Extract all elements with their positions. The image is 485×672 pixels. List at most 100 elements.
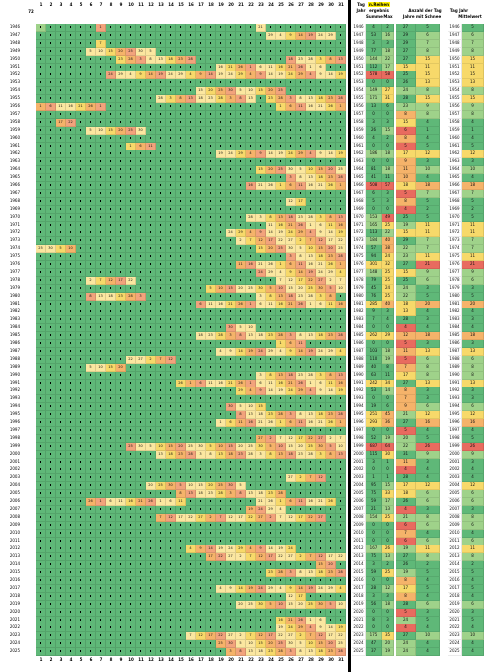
grid-cell[interactable] <box>76 245 86 254</box>
grid-cell[interactable] <box>176 118 186 127</box>
grid-cell[interactable] <box>116 616 126 625</box>
grid-cell[interactable] <box>96 419 106 427</box>
grid-cell[interactable] <box>166 87 176 96</box>
grid-cell[interactable] <box>46 347 56 356</box>
grid-cell[interactable] <box>226 458 236 467</box>
grid-cell[interactable] <box>156 229 166 238</box>
grid-cell[interactable]: 13 <box>246 411 256 420</box>
grid-cell[interactable]: 9 <box>286 268 296 277</box>
grid-cell[interactable] <box>66 537 76 546</box>
grid-cell[interactable] <box>56 584 66 593</box>
grid-cell[interactable] <box>166 490 176 499</box>
grid-cell[interactable]: 1 <box>276 419 286 427</box>
grid-cell[interactable] <box>86 158 96 167</box>
grid-cell[interactable]: 2 <box>236 237 246 246</box>
grid-cell[interactable] <box>116 442 126 451</box>
grid-cell[interactable] <box>166 261 176 269</box>
grid-cell[interactable]: 9 <box>286 31 296 40</box>
grid-cell[interactable] <box>296 545 306 554</box>
grid-cell[interactable] <box>146 110 156 119</box>
grid-cell[interactable] <box>186 458 196 467</box>
grid-cell[interactable] <box>206 458 216 467</box>
grid-cell[interactable] <box>76 134 86 143</box>
grid-cell[interactable] <box>96 213 106 222</box>
grid-cell[interactable] <box>86 221 96 230</box>
grid-cell[interactable] <box>186 174 196 183</box>
grid-cell[interactable] <box>136 261 146 269</box>
grid-cell[interactable]: 11 <box>296 419 306 427</box>
grid-cell[interactable] <box>316 79 326 88</box>
grid-cell[interactable]: 10 <box>276 600 286 609</box>
grid-cell[interactable] <box>66 529 76 538</box>
grid-cell[interactable] <box>166 371 176 380</box>
grid-cell[interactable] <box>96 150 106 159</box>
grid-cell[interactable] <box>46 355 56 364</box>
grid-cell[interactable]: 2 <box>326 434 336 443</box>
grid-cell[interactable] <box>246 276 256 285</box>
grid-cell[interactable] <box>46 292 56 301</box>
grid-cell[interactable]: 12 <box>256 632 266 641</box>
grid-cell[interactable] <box>126 371 136 380</box>
grid-cell[interactable] <box>166 411 176 420</box>
grid-cell[interactable]: 28 <box>336 332 346 341</box>
grid-cell[interactable] <box>276 474 286 483</box>
grid-cell[interactable] <box>226 261 236 269</box>
grid-cell[interactable] <box>176 134 186 143</box>
grid-cell[interactable] <box>256 276 266 285</box>
grid-cell[interactable] <box>296 87 306 96</box>
grid-cell[interactable] <box>46 134 56 143</box>
grid-cell[interactable] <box>216 31 226 40</box>
grid-cell[interactable] <box>336 340 346 348</box>
grid-cell[interactable] <box>206 561 216 570</box>
grid-cell[interactable] <box>56 110 66 119</box>
grid-cell[interactable] <box>216 292 226 301</box>
grid-cell[interactable] <box>216 55 226 64</box>
grid-cell[interactable] <box>176 268 186 277</box>
grid-cell[interactable]: 27 <box>286 237 296 246</box>
grid-cell[interactable] <box>196 624 206 633</box>
grid-cell[interactable]: 4 <box>306 387 316 396</box>
grid-cell[interactable]: 15 <box>316 640 326 649</box>
grid-cell[interactable] <box>116 63 126 72</box>
grid-cell[interactable] <box>46 379 56 388</box>
grid-cell[interactable] <box>76 577 86 585</box>
grid-cell[interactable] <box>86 316 96 325</box>
grid-cell[interactable]: 11 <box>296 261 306 269</box>
grid-cell[interactable] <box>296 189 306 198</box>
grid-cell[interactable] <box>226 363 236 372</box>
grid-cell[interactable] <box>286 110 296 119</box>
grid-cell[interactable] <box>76 529 86 538</box>
grid-cell[interactable] <box>246 577 256 585</box>
grid-cell[interactable]: 27 <box>316 276 326 285</box>
grid-cell[interactable] <box>226 174 236 183</box>
grid-cell[interactable] <box>296 426 306 435</box>
grid-cell[interactable] <box>116 182 126 190</box>
grid-cell[interactable] <box>276 403 286 412</box>
grid-cell[interactable] <box>46 118 56 127</box>
grid-cell[interactable] <box>46 284 56 293</box>
grid-cell[interactable] <box>226 434 236 443</box>
grid-cell[interactable] <box>156 134 166 143</box>
grid-cell[interactable] <box>236 174 246 183</box>
grid-cell[interactable] <box>116 205 126 214</box>
grid-cell[interactable] <box>256 39 266 48</box>
grid-cell[interactable] <box>256 561 266 570</box>
grid-cell[interactable] <box>266 363 276 372</box>
grid-cell[interactable] <box>156 561 166 570</box>
grid-cell[interactable] <box>166 600 176 609</box>
grid-cell[interactable] <box>206 110 216 119</box>
grid-cell[interactable] <box>256 324 266 333</box>
grid-cell[interactable]: 30 <box>136 442 146 451</box>
grid-cell[interactable] <box>266 577 276 585</box>
grid-cell[interactable] <box>186 648 196 657</box>
grid-cell[interactable] <box>76 434 86 443</box>
grid-cell[interactable] <box>36 442 46 451</box>
grid-cell[interactable] <box>226 158 236 167</box>
grid-cell[interactable] <box>186 103 196 111</box>
grid-cell[interactable] <box>166 205 176 214</box>
grid-cell[interactable] <box>96 553 106 562</box>
grid-cell[interactable] <box>86 458 96 467</box>
grid-cell[interactable] <box>276 79 286 88</box>
grid-cell[interactable] <box>126 529 136 538</box>
grid-cell[interactable] <box>36 458 46 467</box>
